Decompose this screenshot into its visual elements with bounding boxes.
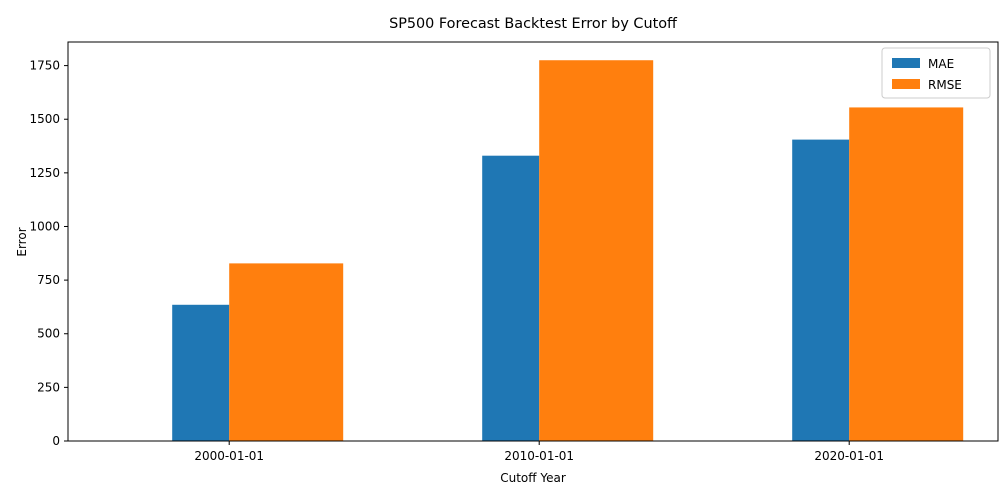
y-tick-label: 750 — [37, 273, 60, 287]
legend-label-mae: MAE — [928, 57, 954, 71]
y-tick-label: 1000 — [29, 219, 60, 233]
y-tick-label: 1250 — [29, 166, 60, 180]
bar-mae-2020-01-01 — [792, 139, 850, 441]
bar-rmse-2000-01-01 — [229, 263, 344, 441]
legend: MAE RMSE — [881, 47, 991, 99]
legend-label-rmse: RMSE — [928, 78, 962, 92]
bar-rmse-2020-01-01 — [849, 107, 964, 441]
bar-mae-2010-01-01 — [482, 155, 540, 441]
x-axis-title: Cutoff Year — [500, 471, 566, 485]
x-tick-label: 2010-01-01 — [504, 449, 574, 463]
y-tick-label: 0 — [52, 434, 60, 448]
y-tick-label: 1500 — [29, 112, 60, 126]
y-tick-label: 250 — [37, 380, 60, 394]
bars-layer — [172, 60, 964, 441]
bar-mae-2000-01-01 — [172, 304, 230, 441]
plot-frame — [67, 41, 999, 442]
y-tick-label: 500 — [37, 327, 60, 341]
x-tick-label: 2000-01-01 — [194, 449, 264, 463]
bar-rmse-2010-01-01 — [539, 60, 654, 441]
axes-layer: 2000-01-01 2010-01-01 2020-01-01 0 250 500 750… — [29, 41, 999, 463]
y-axis-title: Error — [15, 227, 29, 256]
y-tick-label: 1750 — [29, 59, 60, 73]
legend-swatch-mae — [892, 58, 920, 68]
chart-title: SP500 Forecast Backtest Error by Cutoff — [389, 16, 678, 32]
x-tick-label: 2020-01-01 — [814, 449, 884, 463]
legend-swatch-rmse — [892, 79, 920, 89]
